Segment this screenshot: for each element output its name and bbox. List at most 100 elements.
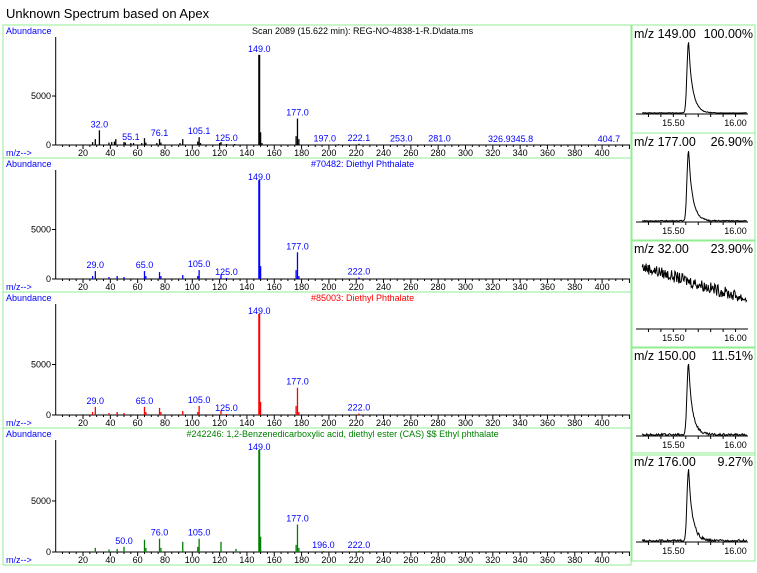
x-tick-label: 200: [321, 148, 336, 158]
report-title: Unknown Spectrum based on Apex: [6, 6, 210, 21]
peak-label: 65.0: [136, 396, 154, 406]
x-tick-label: 280: [431, 555, 446, 565]
ion-percent: 26.90%: [711, 135, 753, 149]
x-tick-label: 40: [105, 148, 115, 158]
peak-label: 326.9345.8: [488, 134, 533, 144]
ion-x-tick-label: 15.50: [662, 226, 685, 236]
y-axis-label: Abundance: [6, 159, 52, 169]
x-tick-label: 360: [540, 148, 555, 158]
x-tick-label: 160: [267, 555, 282, 565]
x-tick-label: 220: [349, 282, 364, 292]
spectrum-title: #242246: 1,2-Benzenedicarboxylic acid, d…: [186, 429, 498, 439]
ion-percent: 9.27%: [718, 455, 753, 469]
x-tick-label: 280: [431, 148, 446, 158]
x-tick-label: 140: [239, 555, 254, 565]
x-tick-label: 240: [376, 282, 391, 292]
x-axis-label: m/z-->: [6, 148, 32, 158]
x-tick-label: 320: [485, 555, 500, 565]
ion-title: m/z 176.00: [634, 455, 696, 469]
peak-label: 125.0: [215, 267, 238, 277]
ion-x-tick-label: 15.50: [662, 440, 685, 450]
x-tick-label: 80: [160, 282, 170, 292]
x-tick-label: 340: [513, 282, 528, 292]
x-tick-label: 20: [78, 148, 88, 158]
x-tick-label: 80: [160, 148, 170, 158]
x-tick-label: 360: [540, 282, 555, 292]
spectrum-panel-frame: [2, 291, 632, 429]
ion-percent: 100.00%: [704, 27, 753, 41]
ion-trace: [642, 151, 747, 222]
x-tick-label: 160: [267, 148, 282, 158]
x-tick-label: 400: [595, 418, 610, 428]
x-tick-label: 380: [567, 148, 582, 158]
peak-label: 222.1: [348, 133, 371, 143]
x-tick-label: 220: [349, 148, 364, 158]
x-tick-label: 180: [294, 282, 309, 292]
x-tick-label: 340: [513, 418, 528, 428]
x-tick-label: 120: [212, 418, 227, 428]
x-tick-label: 80: [160, 555, 170, 565]
peak-label: 55.1: [122, 132, 140, 142]
ion-x-tick-label: 15.50: [662, 333, 685, 343]
peak-label: 177.0: [286, 108, 309, 118]
x-tick-label: 180: [294, 418, 309, 428]
x-tick-label: 200: [321, 555, 336, 565]
x-tick-label: 340: [513, 148, 528, 158]
x-tick-label: 120: [212, 282, 227, 292]
x-tick-label: 20: [78, 282, 88, 292]
x-tick-label: 160: [267, 282, 282, 292]
spectrum-panel-frame: [2, 427, 632, 566]
peak-label: 32.0: [91, 119, 109, 129]
x-tick-label: 200: [321, 418, 336, 428]
x-tick-label: 120: [212, 555, 227, 565]
peak-label: 222.0: [348, 267, 371, 277]
x-tick-label: 140: [239, 418, 254, 428]
y-tick-label: 5000: [31, 496, 51, 506]
ion-title: m/z 32.00: [634, 242, 689, 256]
x-tick-label: 40: [105, 418, 115, 428]
x-tick-label: 20: [78, 555, 88, 565]
ion-title: m/z 149.00: [634, 27, 696, 41]
ion-x-tick-label: 16.00: [724, 440, 747, 450]
x-tick-label: 380: [567, 555, 582, 565]
peak-label: 196.0: [312, 540, 335, 550]
x-tick-label: 100: [185, 282, 200, 292]
x-tick-label: 60: [133, 148, 143, 158]
peak-label: 105.0: [188, 395, 211, 405]
ion-chromatogram-frame: [631, 132, 756, 242]
ion-percent: 23.90%: [711, 242, 753, 256]
y-tick-label: 5000: [31, 91, 51, 101]
ion-x-tick-label: 16.00: [724, 226, 747, 236]
ion-trace: [641, 469, 748, 543]
x-tick-label: 200: [321, 282, 336, 292]
ion-chromatogram-frame: [631, 24, 756, 134]
peak-label: 29.0: [87, 396, 105, 406]
spectrum-title: Scan 2089 (15.622 min): REG-NO-4838-1-R.…: [252, 26, 474, 36]
x-tick-label: 60: [133, 282, 143, 292]
x-tick-label: 160: [267, 418, 282, 428]
peak-label: 76.1: [151, 128, 169, 138]
peak-label: 149.0: [248, 172, 271, 182]
x-axis-label: m/z-->: [6, 282, 32, 292]
ion-x-tick-label: 16.00: [724, 546, 747, 556]
peak-label: 149.0: [248, 306, 271, 316]
spectrum-title: #70482: Diethyl Phthalate: [311, 159, 414, 169]
x-tick-label: 120: [212, 148, 227, 158]
x-tick-label: 300: [458, 148, 473, 158]
ion-title: m/z 177.00: [634, 135, 696, 149]
x-tick-label: 60: [133, 555, 143, 565]
y-tick-label: 0: [46, 274, 51, 284]
ion-chromatogram-frame: [631, 452, 756, 562]
x-tick-label: 280: [431, 418, 446, 428]
peak-label: 253.0: [390, 133, 413, 143]
x-tick-label: 400: [595, 282, 610, 292]
x-tick-label: 260: [403, 282, 418, 292]
x-tick-label: 240: [376, 148, 391, 158]
x-axis-label: m/z-->: [6, 555, 32, 565]
y-tick-label: 0: [46, 410, 51, 420]
x-tick-label: 320: [485, 418, 500, 428]
peak-label: 50.0: [115, 536, 133, 546]
x-tick-label: 220: [349, 555, 364, 565]
x-tick-label: 380: [567, 282, 582, 292]
